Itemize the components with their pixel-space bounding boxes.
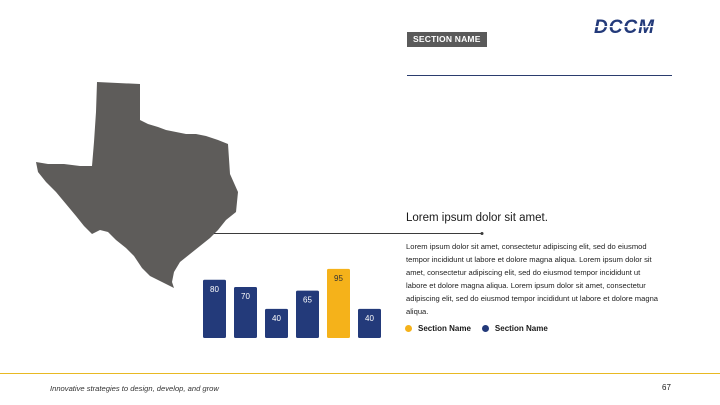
bar-label-4: 95 [334,274,343,283]
legend-label: Section Name [418,324,471,333]
bar-label-0: 80 [210,285,219,294]
footer-tagline: Innovative strategies to design, develop… [50,384,219,393]
bar-2 [265,308,288,338]
bar-label-5: 40 [365,314,374,323]
chart-legend: Section Name Section Name [405,324,559,333]
section-name-tag: SECTION NAME [407,32,487,47]
texas-shape [36,82,238,288]
bar-label-2: 40 [272,314,281,323]
bar-4 [327,268,350,338]
bar-5 [358,308,381,338]
connector-line [214,232,484,235]
bar-3 [296,290,319,338]
bar-chart: 80 70 40 65 95 40 [203,268,381,338]
bar-1 [234,287,257,338]
legend-item-navy: Section Name [481,324,548,333]
footer-divider [0,373,720,374]
texas-map [36,82,238,288]
dccm-logo: DCCM [594,18,672,36]
bar-0 [203,279,226,338]
legend-dot-gold [405,325,412,332]
legend-item-gold: Section Name [405,324,471,333]
legend-label: Section Name [494,324,548,333]
page-number: 67 [662,383,671,392]
content-heading: Lorem ipsum dolor sit amet. [406,212,548,224]
legend-dot-navy [481,325,489,332]
top-divider [407,75,672,76]
bar-label-3: 65 [303,296,312,305]
content-body: Lorem ipsum dolor sit amet, consectetur … [406,242,659,316]
bar-label-1: 70 [241,292,250,301]
